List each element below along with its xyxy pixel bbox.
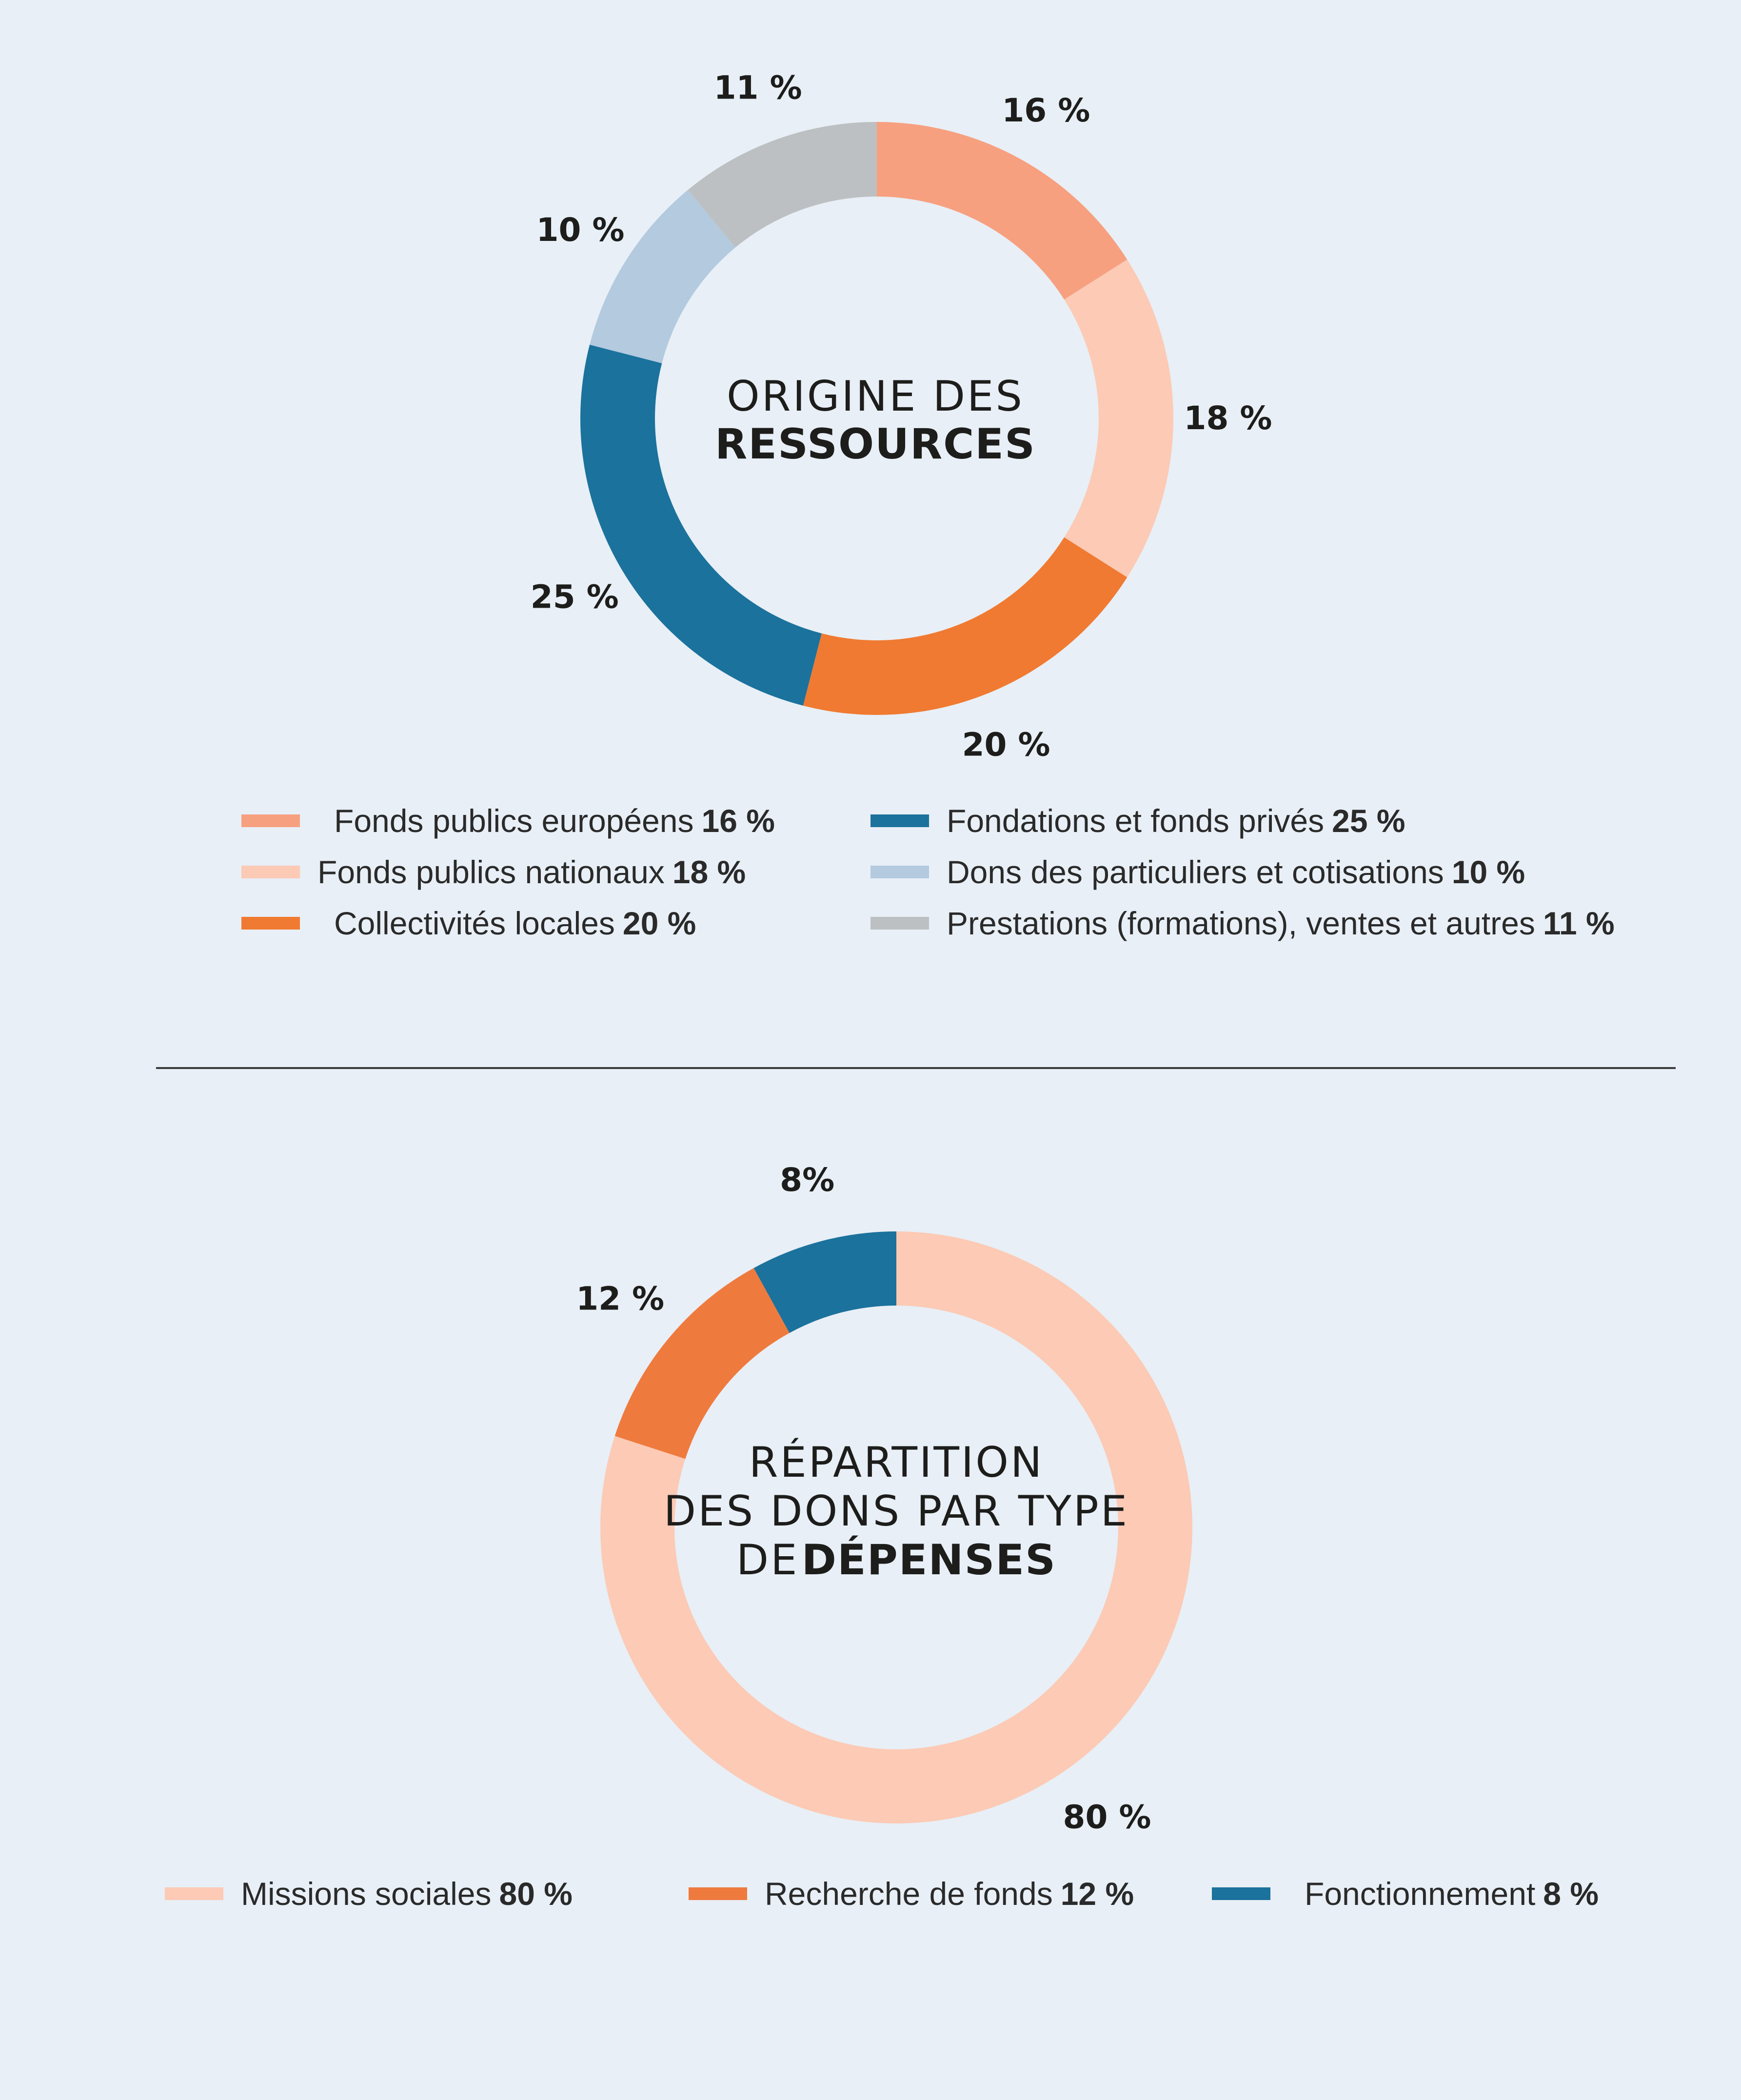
legend-label: Fonds publics européens: [334, 803, 694, 839]
legend-swatch: [241, 866, 300, 878]
legend-swatch: [165, 1887, 223, 1900]
legend-swatch: [870, 814, 929, 827]
expenses-title-line2: DES DONS PAR TYPE: [664, 1487, 1129, 1536]
slice-data-label: 12 %: [576, 1280, 664, 1317]
legend-label: Fonds publics nationaux: [317, 854, 665, 890]
legend-label: Fondations et fonds privés: [947, 803, 1325, 839]
legend-item-fondations: Fondations et fonds privés 25 %: [870, 802, 1405, 839]
legend-label: Prestations (formations), ventes et autr…: [947, 905, 1535, 941]
legend-value: 16 %: [701, 803, 775, 839]
legend-value: 18 %: [672, 854, 746, 890]
legend-value: 80 %: [499, 1876, 573, 1912]
legend-label: Fonctionnement: [1305, 1876, 1536, 1912]
legend-swatch: [241, 917, 300, 930]
slice-data-label: 20 %: [962, 726, 1050, 763]
legend-value: 10 %: [1451, 854, 1525, 890]
legend-label: Dons des particuliers et cotisations: [947, 854, 1444, 890]
expenses-title-line3-light: DE: [736, 1536, 799, 1585]
legend-value: 25 %: [1332, 803, 1405, 839]
donut-slice: [1064, 259, 1173, 577]
slice-data-label: 10 %: [536, 211, 625, 249]
expenses-title-line1: RÉPARTITION: [749, 1438, 1044, 1487]
legend-swatch: [689, 1887, 747, 1900]
legend-value: 12 %: [1060, 1876, 1134, 1912]
legend-value: 20 %: [622, 905, 696, 941]
slice-data-label: 25 %: [531, 578, 619, 616]
legend-label: Recherche de fonds: [765, 1876, 1053, 1912]
legend-swatch: [1212, 1887, 1270, 1900]
donut-slice: [753, 1231, 896, 1333]
legend-item-fonds-nationaux: Fonds publics nationaux 18 %: [241, 853, 746, 891]
legend-item-collectivites: Collectivités locales 20 %: [241, 905, 696, 942]
legend-item-dons-particuliers: Dons des particuliers et cotisations 10 …: [870, 853, 1525, 891]
donut-slice: [590, 190, 735, 363]
donut-slice: [688, 122, 877, 248]
donut-slice: [614, 1268, 790, 1459]
legend-swatch: [870, 917, 929, 930]
legend-label: Missions sociales: [241, 1876, 492, 1912]
legend-item-prestations: Prestations (formations), ventes et autr…: [870, 905, 1615, 942]
expenses-title-line3: DE DÉPENSES: [736, 1535, 1056, 1585]
legend-swatch: [870, 866, 929, 878]
legend-item-fonctionnement: Fonctionnement 8 %: [1212, 1875, 1599, 1912]
donut-slice: [580, 344, 822, 706]
legend-label: Collectivités locales: [334, 905, 615, 941]
legend-item-missions-sociales: Missions sociales 80 %: [165, 1875, 573, 1912]
legend-value: 11 %: [1543, 905, 1615, 941]
donut-slice: [877, 122, 1128, 300]
expenses-title-line3-bold: DÉPENSES: [802, 1535, 1057, 1585]
legend-swatch: [241, 814, 300, 827]
legend-value: 8 %: [1543, 1876, 1599, 1912]
slice-data-label: 8%: [780, 1161, 834, 1199]
slice-data-label: 18 %: [1184, 399, 1272, 437]
slice-data-label: 80 %: [1063, 1799, 1151, 1836]
section-divider: [156, 1067, 1676, 1069]
expenses-donut-chart: 80 % 12 % 8% RÉPARTITION DES DONS PAR TYPE…: [576, 1161, 1192, 1836]
resources-title-bold: RESSOURCES: [715, 420, 1036, 469]
legend-item-fonds-europeens: Fonds publics européens 16 %: [241, 802, 775, 839]
resources-title-light: ORIGINE DES: [727, 372, 1024, 421]
slice-data-label: 16 %: [1002, 92, 1090, 129]
slice-data-label: 11 %: [714, 69, 802, 107]
resources-donut-chart: 16 % 18 % 20 % 25 % 10 % 11 % ORIGINE DES RES…: [531, 69, 1272, 764]
legend-item-recherche-fonds: Recherche de fonds 12 %: [689, 1875, 1134, 1912]
donut-slice: [803, 537, 1128, 715]
